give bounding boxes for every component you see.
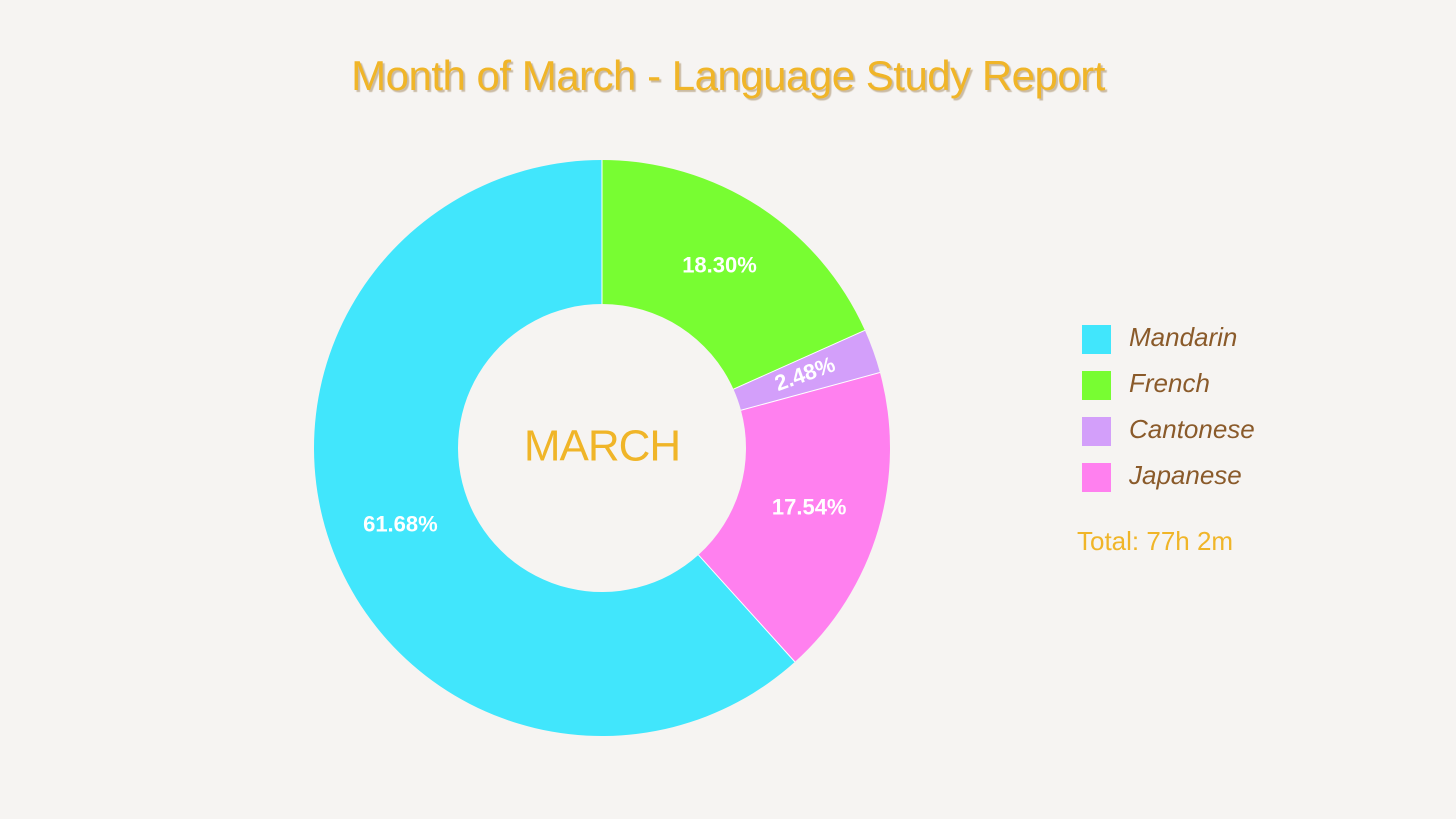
slice-french bbox=[602, 160, 865, 390]
slice-japanese bbox=[698, 372, 890, 662]
donut-center-label: MARCH bbox=[524, 422, 680, 471]
legend-swatch bbox=[1082, 417, 1111, 446]
legend-swatch bbox=[1082, 463, 1111, 492]
legend-label: French bbox=[1129, 368, 1210, 398]
legend-swatch bbox=[1082, 325, 1111, 354]
legend-swatch bbox=[1082, 371, 1111, 400]
legend-label: Cantonese bbox=[1129, 414, 1255, 444]
slice-label-mandarin: 61.68% bbox=[363, 511, 438, 536]
slice-mandarin bbox=[313, 160, 795, 736]
slice-separator bbox=[740, 372, 881, 411]
slice-label-french: 18.30% bbox=[682, 253, 757, 278]
slice-label-japanese: 17.54% bbox=[772, 495, 847, 520]
slice-cantonese bbox=[733, 330, 880, 411]
slice-separator bbox=[733, 329, 866, 390]
total-label: Total: 77h 2m bbox=[1077, 526, 1234, 556]
legend-label: Mandarin bbox=[1129, 322, 1238, 352]
slice-separator bbox=[698, 554, 796, 663]
donut-slices bbox=[313, 160, 890, 736]
legend-label: Japanese bbox=[1129, 460, 1242, 490]
chart-title: Month of March - Language Study Report bbox=[351, 52, 1105, 99]
